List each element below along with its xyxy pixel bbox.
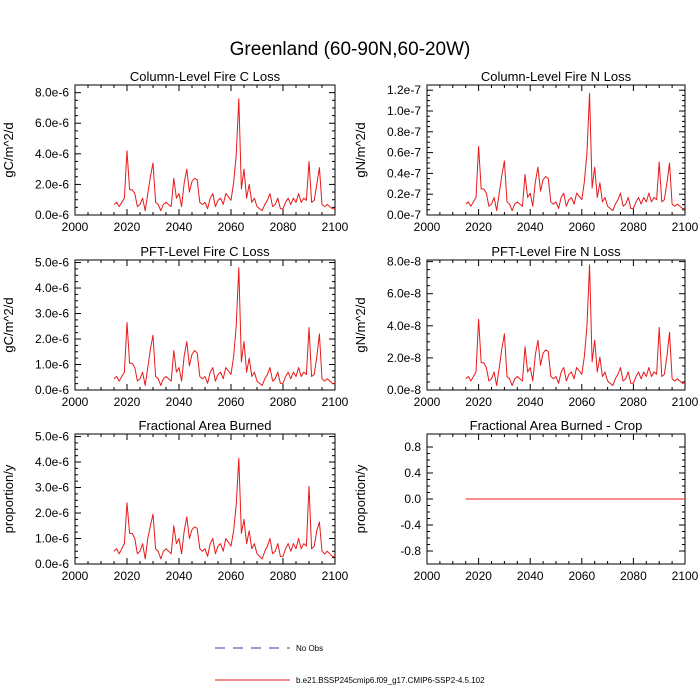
x-tick-label: 2060 [218, 569, 245, 583]
x-tick-label: 2100 [322, 220, 349, 234]
y-tick-label: 4.0e-6 [35, 455, 69, 469]
y-tick-label: 2.0e-8 [387, 351, 421, 365]
x-tick-label: 2080 [270, 395, 297, 409]
x-tick-label: 2000 [414, 395, 441, 409]
y-tick-label: 1.0e-6 [35, 532, 69, 546]
panel-title: PFT-Level Fire C Loss [140, 244, 270, 259]
x-tick-label: 2100 [322, 395, 349, 409]
x-tick-label: 2060 [568, 395, 595, 409]
x-tick-label: 2060 [218, 395, 245, 409]
x-tick-label: 2080 [620, 569, 647, 583]
x-tick-label: 2040 [517, 220, 544, 234]
panel-6: Fractional Area Burned - Crop proportion/… [353, 418, 699, 583]
legend-no-obs-label: No Obs [296, 644, 323, 653]
y-tick-label: 0.4 [404, 466, 421, 480]
y-axis-label: proportion/y [353, 464, 368, 533]
x-tick-label: 2020 [114, 395, 141, 409]
x-tick-label: 2080 [270, 569, 297, 583]
x-tick-label: 2040 [166, 395, 193, 409]
panel-5: Fractional Area Burned proportion/y 2000 20… [1, 418, 349, 583]
x-tick-label: 2000 [414, 569, 441, 583]
legend: No Obs b.e21.BSSP245cmip6.f09_g17.CMIP6-… [215, 644, 485, 685]
y-axis-label: gN/m^2/d [353, 122, 368, 177]
panel-title: Column-Level Fire N Loss [481, 69, 632, 84]
y-axis-label: gC/m^2/d [1, 122, 16, 177]
y-tick-label: 5.0e-6 [35, 256, 69, 270]
y-tick-label: 0.0e-6 [35, 557, 69, 571]
y-tick-label: 2.0e-6 [35, 332, 69, 346]
y-tick-label: 4.0e-8 [387, 319, 421, 333]
y-tick-label: 0.0e-6 [35, 383, 69, 397]
panel-4: PFT-Level Fire N Loss gN/m^2/d 2000 2020 204… [353, 244, 699, 409]
x-tick-label: 2100 [672, 395, 699, 409]
x-tick-label: 2040 [517, 569, 544, 583]
x-tick-label: 2060 [568, 569, 595, 583]
y-tick-label: 0.0e-8 [387, 383, 421, 397]
x-tick-label: 2100 [672, 220, 699, 234]
series-line [465, 92, 685, 212]
x-tick-label: 2080 [620, 220, 647, 234]
legend-model-label: b.e21.BSSP245cmip6.f09_g17.CMIP6-SSP2-4.… [296, 676, 485, 685]
y-tick-label: 0.4e-7 [387, 166, 421, 180]
x-tick-label: 2060 [568, 220, 595, 234]
y-tick-label: 3.0e-6 [35, 481, 69, 495]
main-title: Greenland (60-90N,60-20W) [230, 39, 471, 60]
y-tick-label: 2.0e-6 [35, 177, 69, 191]
panel-3: PFT-Level Fire C Loss gC/m^2/d 2000 2020 204… [1, 244, 349, 409]
series-line [113, 98, 335, 212]
y-tick-label: 2.0e-6 [35, 506, 69, 520]
x-tick-label: 2080 [620, 395, 647, 409]
panels: Column-Level Fire C Loss gC/m^2/d 2000 2020… [1, 69, 699, 583]
y-tick-label: -0.4 [400, 518, 421, 532]
series-line [113, 457, 335, 560]
y-tick-label: 0.0 [404, 492, 421, 506]
panel-title: PFT-Level Fire N Loss [491, 244, 621, 259]
y-tick-label: 4.0e-6 [35, 147, 69, 161]
panel-1: Column-Level Fire C Loss gC/m^2/d 2000 2020… [1, 69, 349, 234]
x-tick-label: 2000 [414, 220, 441, 234]
y-tick-label: 0.0e-6 [35, 208, 69, 222]
series-line [113, 267, 335, 386]
y-tick-label: 0.6e-7 [387, 146, 421, 160]
y-axis-label: proportion/y [1, 464, 16, 533]
x-tick-label: 2100 [322, 569, 349, 583]
panel-title: Fractional Area Burned - Crop [470, 418, 643, 433]
y-tick-label: 4.0e-6 [35, 281, 69, 295]
x-tick-label: 2040 [166, 569, 193, 583]
y-tick-label: 1.2e-7 [387, 83, 421, 97]
panel-title: Column-Level Fire C Loss [130, 69, 281, 84]
y-tick-label: 6.0e-8 [387, 287, 421, 301]
y-axis-label: gN/m^2/d [353, 297, 368, 352]
y-tick-label: 1.0e-6 [35, 358, 69, 372]
y-tick-label: 3.0e-6 [35, 307, 69, 321]
x-tick-label: 2040 [517, 395, 544, 409]
y-axis-label: gC/m^2/d [1, 297, 16, 352]
x-tick-label: 2000 [62, 395, 89, 409]
x-tick-label: 2020 [465, 220, 492, 234]
y-tick-label: -0.8 [400, 544, 421, 558]
series-line [465, 264, 685, 387]
x-tick-label: 2020 [114, 569, 141, 583]
y-tick-label: 1.0e-7 [387, 104, 421, 118]
panel-2: Column-Level Fire N Loss gN/m^2/d 2000 2020… [353, 69, 699, 234]
y-tick-label: 0.2e-7 [387, 187, 421, 201]
y-tick-label: 5.0e-6 [35, 430, 69, 444]
x-tick-label: 2020 [465, 395, 492, 409]
y-tick-label: 0.0e-7 [387, 208, 421, 222]
x-tick-label: 2000 [62, 220, 89, 234]
x-tick-label: 2060 [218, 220, 245, 234]
x-tick-label: 2040 [166, 220, 193, 234]
x-tick-label: 2100 [672, 569, 699, 583]
x-tick-label: 2080 [270, 220, 297, 234]
y-tick-label: 8.0e-8 [387, 255, 421, 269]
x-tick-label: 2020 [465, 569, 492, 583]
x-tick-label: 2020 [114, 220, 141, 234]
y-tick-label: 0.8 [404, 440, 421, 454]
x-tick-label: 2000 [62, 569, 89, 583]
y-tick-label: 0.8e-7 [387, 125, 421, 139]
y-tick-label: 6.0e-6 [35, 116, 69, 130]
panel-title: Fractional Area Burned [139, 418, 272, 433]
y-tick-label: 8.0e-6 [35, 86, 69, 100]
